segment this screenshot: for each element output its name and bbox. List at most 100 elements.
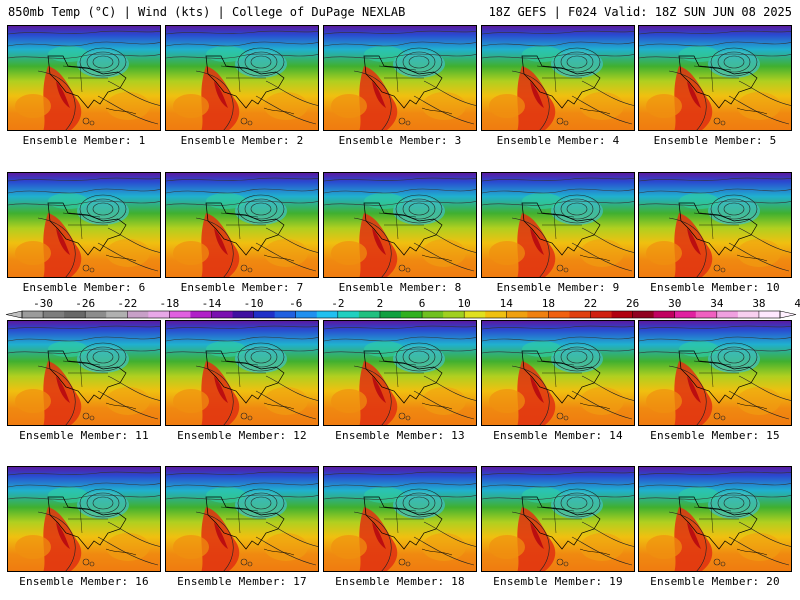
colorbar-tick-label: -10 bbox=[244, 297, 264, 310]
ensemble-member-map bbox=[638, 466, 792, 572]
colorbar-swatch bbox=[22, 311, 44, 318]
colorbar-swatch bbox=[569, 311, 591, 318]
ensemble-member-map bbox=[481, 172, 635, 278]
colorbar-tick-label: 22 bbox=[584, 297, 597, 310]
ensemble-member-label: Ensemble Member: 19 bbox=[493, 575, 623, 588]
ensemble-member-label: Ensemble Member: 10 bbox=[650, 281, 780, 294]
colorbar-tick-label: 34 bbox=[710, 297, 724, 310]
ensemble-member-map bbox=[165, 25, 319, 131]
ensemble-member-label: Ensemble Member: 2 bbox=[180, 134, 304, 147]
colorbar-swatch bbox=[653, 311, 676, 318]
ensemble-member-label: Ensemble Member: 1 bbox=[22, 134, 146, 147]
ensemble-member-map bbox=[323, 466, 477, 572]
colorbar-swatch bbox=[127, 311, 149, 318]
ensemble-member-map bbox=[7, 172, 161, 278]
colorbar-swatch bbox=[674, 311, 697, 318]
ensemble-member-map bbox=[323, 320, 477, 426]
ensemble-member-label: Ensemble Member: 8 bbox=[338, 281, 462, 294]
colorbar-tick-label: -14 bbox=[202, 297, 222, 310]
colorbar-swatch bbox=[590, 311, 613, 318]
colorbar-swatch bbox=[274, 311, 297, 318]
ensemble-member-label: Ensemble Member: 6 bbox=[22, 281, 146, 294]
ensemble-member-map bbox=[7, 466, 161, 572]
ensemble-member-map bbox=[481, 466, 635, 572]
colorbar-swatch bbox=[232, 311, 255, 318]
ensemble-member-map bbox=[7, 320, 161, 426]
colorbar-tick-label: 10 bbox=[458, 297, 471, 310]
ensemble-member-label: Ensemble Member: 20 bbox=[650, 575, 780, 588]
colorbar-swatch bbox=[464, 311, 486, 318]
ensemble-member-map bbox=[7, 25, 161, 131]
ensemble-member-map bbox=[638, 25, 792, 131]
colorbar-swatch bbox=[106, 311, 128, 318]
colorbar-swatch bbox=[485, 311, 507, 318]
colorbar-swatch bbox=[422, 311, 444, 318]
colorbar-swatch bbox=[211, 311, 234, 318]
colorbar-tick-label: 2 bbox=[377, 297, 384, 310]
colorbar-tick-label: 6 bbox=[419, 297, 426, 310]
ensemble-member-map bbox=[481, 320, 635, 426]
colorbar-swatch bbox=[758, 311, 781, 318]
ensemble-member-label: Ensemble Member: 17 bbox=[177, 575, 307, 588]
colorbar-tick-label: -6 bbox=[289, 297, 302, 310]
colorbar-swatch bbox=[253, 311, 276, 318]
ensemble-member-map bbox=[165, 320, 319, 426]
colorbar-swatch bbox=[506, 311, 528, 318]
colorbar-swatch bbox=[169, 311, 191, 318]
ensemble-member-label: Ensemble Member: 11 bbox=[19, 429, 149, 442]
ensemble-member-map bbox=[323, 172, 477, 278]
colorbar-swatch bbox=[337, 311, 360, 318]
ensemble-member-map bbox=[165, 466, 319, 572]
colorbar-swatch bbox=[316, 311, 339, 318]
colorbar-min-arrow bbox=[5, 310, 23, 319]
colorbar-swatch bbox=[548, 311, 570, 318]
ensemble-member-label: Ensemble Member: 5 bbox=[653, 134, 777, 147]
colorbar-tick-label: 42 bbox=[794, 297, 800, 310]
colorbar-tick-label: 26 bbox=[626, 297, 639, 310]
colorbar-tick-label: -30 bbox=[33, 297, 53, 310]
colorbar-swatch bbox=[611, 311, 634, 318]
colorbar-swatch bbox=[737, 311, 760, 318]
colorbar-swatch bbox=[43, 311, 65, 318]
colorbar-swatch bbox=[85, 311, 107, 318]
ensemble-member-map bbox=[638, 320, 792, 426]
run-valid-time: 18Z GEFS | F024 Valid: 18Z SUN JUN 08 20… bbox=[488, 5, 792, 19]
ensemble-member-label: Ensemble Member: 7 bbox=[180, 281, 304, 294]
temperature-colorbar: -30 -26 -22 -18 -14 -10 -6 -2 2 6 10 14 18 22 26 30 34 38… bbox=[5, 297, 800, 319]
colorbar-tick-label: -22 bbox=[117, 297, 137, 310]
ensemble-member-label: Ensemble Member: 18 bbox=[335, 575, 465, 588]
colorbar-swatch bbox=[295, 311, 318, 318]
ensemble-member-label: Ensemble Member: 16 bbox=[19, 575, 149, 588]
page-title: 850mb Temp (°C) | Wind (kts) | College o… bbox=[8, 5, 406, 19]
colorbar-tick-label: -2 bbox=[331, 297, 344, 310]
ensemble-member-label: Ensemble Member: 4 bbox=[496, 134, 620, 147]
colorbar-swatch bbox=[401, 311, 423, 318]
ensemble-member-label: Ensemble Member: 15 bbox=[650, 429, 780, 442]
ensemble-member-map bbox=[638, 172, 792, 278]
ensemble-member-label: Ensemble Member: 13 bbox=[335, 429, 465, 442]
colorbar-swatch bbox=[443, 311, 465, 318]
ensemble-member-label: Ensemble Member: 3 bbox=[338, 134, 462, 147]
colorbar-swatch bbox=[632, 311, 655, 318]
colorbar-outline bbox=[21, 310, 781, 319]
colorbar-swatch bbox=[358, 311, 381, 318]
colorbar-tick-label: -18 bbox=[159, 297, 179, 310]
colorbar-tick-label: -26 bbox=[75, 297, 95, 310]
ensemble-member-label: Ensemble Member: 9 bbox=[496, 281, 620, 294]
colorbar-tick-label: 14 bbox=[500, 297, 514, 310]
colorbar-tick-label: 18 bbox=[542, 297, 555, 310]
ensemble-member-label: Ensemble Member: 12 bbox=[177, 429, 307, 442]
colorbar-swatch bbox=[716, 311, 739, 318]
colorbar-max-arrow bbox=[779, 310, 797, 319]
ensemble-member-map bbox=[165, 172, 319, 278]
colorbar-tick-label: 30 bbox=[668, 297, 681, 310]
colorbar-swatch bbox=[379, 311, 402, 318]
ensemble-member-label: Ensemble Member: 14 bbox=[493, 429, 623, 442]
colorbar-tick-label: 38 bbox=[752, 297, 765, 310]
colorbar-swatch bbox=[64, 311, 86, 318]
colorbar-swatch bbox=[527, 311, 549, 318]
colorbar-swatch bbox=[148, 311, 170, 318]
colorbar-swatch bbox=[695, 311, 718, 318]
ensemble-member-map bbox=[481, 25, 635, 131]
colorbar-swatch bbox=[190, 311, 212, 318]
